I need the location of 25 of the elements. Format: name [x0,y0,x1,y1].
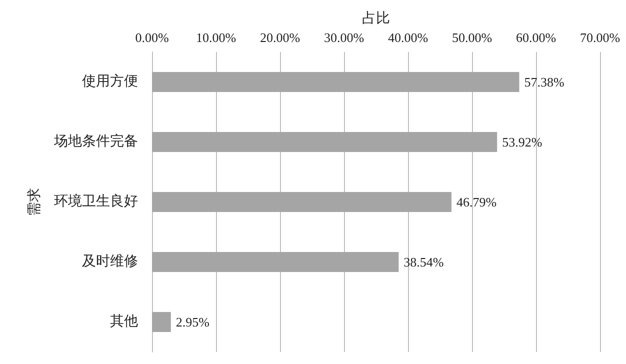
y-tick-label: 及时维修 [82,254,138,270]
y-tick-label: 环境卫生良好 [54,194,138,210]
x-tick-label: 60.00% [516,30,556,45]
bar [152,312,171,332]
data-label: 2.95% [176,314,210,330]
y-tick-label: 其他 [110,314,138,330]
y-tick-label: 场地条件完备 [53,134,138,150]
data-label: 38.54% [404,254,444,270]
x-tick-label: 20.00% [260,30,300,45]
x-tick-label: 0.00% [135,30,169,45]
bar [152,192,452,212]
x-tick-label: 30.00% [324,30,364,45]
x-tick-label: 70.00% [580,30,620,45]
data-label: 46.79% [456,194,497,210]
x-tick-label: 50.00% [452,30,492,45]
data-label: 53.92% [502,134,542,150]
bar [152,132,498,152]
x-axis-title: 占比 [362,10,390,26]
y-axis-title: 需求 [26,188,42,216]
bar [152,252,399,272]
x-tick-label: 40.00% [388,30,428,45]
x-tick-label: 10.00% [196,30,236,45]
data-label: 57.38% [524,74,564,90]
y-tick-label: 使用方便 [82,74,138,90]
bar [152,72,520,92]
